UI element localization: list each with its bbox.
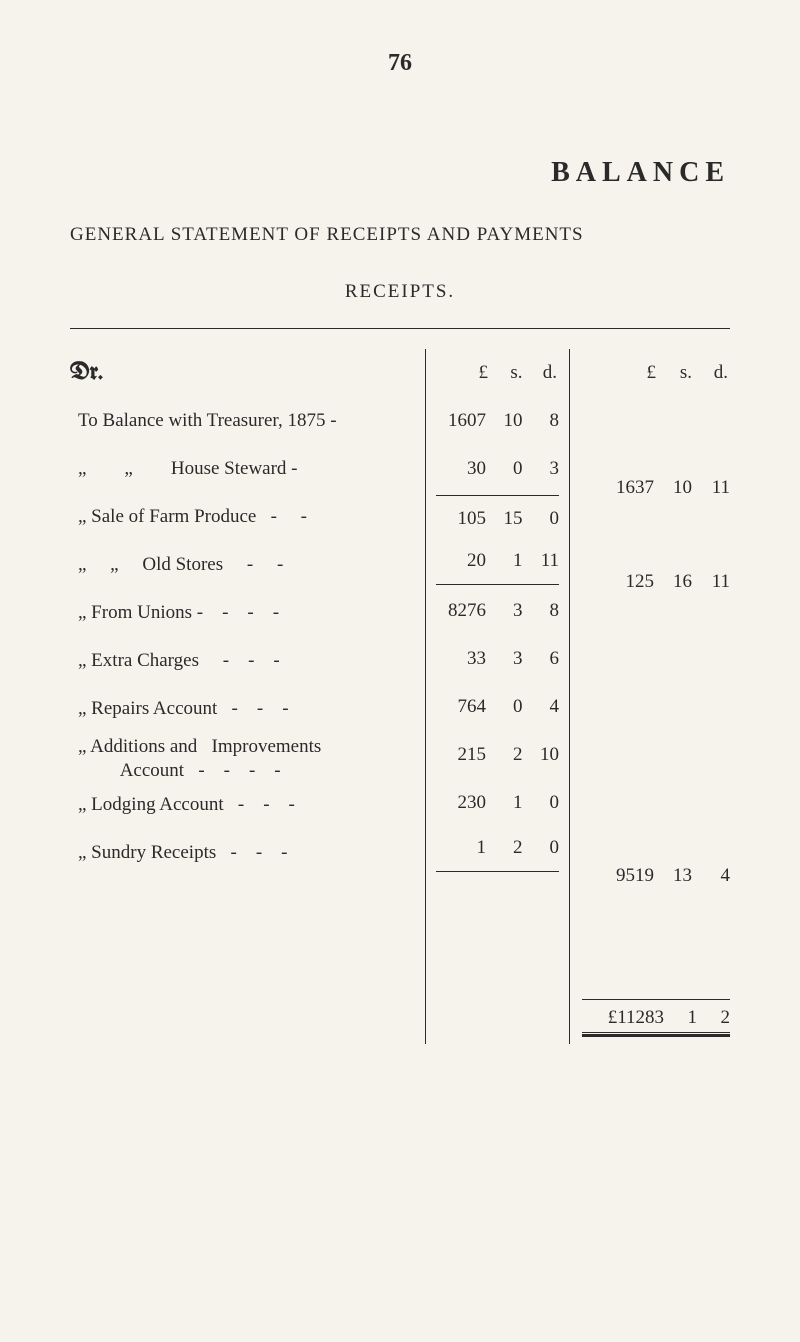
ledger-amounts: £ s. d. 1607 10 8 30 0 3 105 15 0 20 1 1… [425, 349, 570, 1044]
amount-l: 764 [436, 696, 486, 718]
amount-l: 20 [436, 550, 486, 572]
subtotal-row: 125 16 11 [582, 571, 730, 593]
amount-row: 1607 10 8 [436, 397, 559, 445]
amount-d: 11 [527, 550, 559, 572]
ledger-table: Dr. To Balance with Treasurer, 1875 - „ … [70, 349, 730, 1044]
spacer [582, 397, 730, 445]
entry-label: „ From Unions - - - - [70, 589, 410, 637]
amount-row: 33 3 6 [436, 635, 559, 683]
amount-row: 20 1 11 [436, 540, 559, 582]
amount-row: 30 0 3 [436, 445, 559, 493]
amount-l: 230 [436, 792, 486, 814]
amount-d: 0 [527, 837, 559, 859]
subtotal-s: 13 [660, 865, 692, 887]
lsd-header-right: £ s. d. [582, 349, 730, 397]
subtotal-rule [436, 871, 559, 872]
amount-d: 3 [527, 458, 559, 480]
entry-label: „ Lodging Account - - - [70, 781, 410, 829]
subtotal-l: 1637 [582, 477, 654, 499]
entry-label: „ „ Old Stores - - [70, 541, 410, 589]
amount-l: 30 [436, 458, 486, 480]
amount-row: 8276 3 8 [436, 587, 559, 635]
amount-blank [436, 874, 559, 1044]
subtotal-d: 4 [698, 865, 730, 887]
amount-d: 8 [527, 600, 559, 622]
amount-s: 1 [491, 792, 523, 814]
spacer [582, 445, 730, 477]
amount-row: 1 2 0 [436, 827, 559, 869]
amount-s: 2 [491, 744, 523, 766]
amount-d: 8 [527, 410, 559, 432]
amount-l: 1607 [436, 410, 486, 432]
entry-label: „ Sundry Receipts - - - [70, 829, 410, 877]
header-shilling: s. [660, 362, 692, 384]
amount-d: 0 [527, 508, 559, 530]
amount-row: 764 0 4 [436, 683, 559, 731]
entry-label-line2: Account - - - - [78, 759, 410, 783]
amount-l: 33 [436, 648, 486, 670]
statement-subtitle: GENERAL STATEMENT OF RECEIPTS AND PAYMEN… [70, 224, 730, 246]
grand-total-rule-top [582, 999, 730, 1000]
entry-label: „ Extra Charges - - - [70, 637, 410, 685]
subtotal-rule [436, 584, 559, 585]
spacer [582, 499, 730, 571]
amount-row: 105 15 0 [436, 498, 559, 540]
amount-l: 105 [436, 508, 486, 530]
balance-title: BALANCE [70, 157, 730, 189]
amount-d: 10 [527, 744, 559, 766]
amount-s: 0 [491, 458, 523, 480]
grand-total-s: 1 [665, 1007, 697, 1029]
page-number: 76 [70, 50, 730, 77]
entry-label: „ Repairs Account - - - [70, 685, 410, 733]
subtotal-row: 9519 13 4 [582, 865, 730, 887]
ledger-descriptions: Dr. To Balance with Treasurer, 1875 - „ … [70, 349, 425, 1044]
receipts-label: RECEIPTS. [70, 281, 730, 303]
subtotal-d: 11 [698, 571, 730, 593]
amount-row: 230 1 0 [436, 779, 559, 827]
amount-s: 15 [491, 508, 523, 530]
amount-l: 8276 [436, 600, 486, 622]
subtotal-d: 11 [698, 477, 730, 499]
grand-total-d: 2 [698, 1007, 730, 1029]
amount-s: 3 [491, 600, 523, 622]
entry-label-line1: „ Additions and Improvements [78, 735, 410, 759]
spacer [582, 887, 730, 997]
amount-row: 215 2 10 [436, 731, 559, 779]
lsd-header: £ s. d. [436, 349, 559, 397]
header-pence: d. [525, 362, 557, 384]
header-pound: £ [584, 362, 656, 384]
header-pence: d. [696, 362, 728, 384]
amount-d: 0 [527, 792, 559, 814]
subtotal-row: 1637 10 11 [582, 477, 730, 499]
top-rule [70, 328, 730, 329]
grand-total-l: £11283 [582, 1007, 664, 1029]
grand-total-rule-bottom [582, 1032, 730, 1037]
entry-label-multiline: „ Additions and Improvements Account - -… [70, 733, 410, 781]
entry-label: „ „ House Steward - [70, 445, 410, 493]
subtotal-l: 9519 [582, 865, 654, 887]
subtotal-s: 10 [660, 477, 692, 499]
amount-s: 1 [491, 550, 523, 572]
amount-s: 3 [491, 648, 523, 670]
subtotal-s: 16 [660, 571, 692, 593]
header-shilling: s. [491, 362, 523, 384]
subtotal-rule [436, 495, 559, 496]
dr-label: Dr. [70, 361, 103, 386]
amount-d: 4 [527, 696, 559, 718]
amount-d: 6 [527, 648, 559, 670]
amount-s: 0 [491, 696, 523, 718]
spacer [582, 593, 730, 865]
header-pound: £ [438, 362, 488, 384]
grand-total-row: £11283 1 2 [582, 1002, 730, 1029]
amount-l: 215 [436, 744, 486, 766]
subtotal-l: 125 [582, 571, 654, 593]
entry-label: To Balance with Treasurer, 1875 - [70, 397, 410, 445]
amount-s: 10 [491, 410, 523, 432]
amount-l: 1 [436, 837, 486, 859]
ledger-totals: £ s. d. 1637 10 11 125 16 11 9519 13 4 £… [570, 349, 730, 1044]
amount-s: 2 [491, 837, 523, 859]
entry-label: „ Sale of Farm Produce - - [70, 493, 410, 541]
